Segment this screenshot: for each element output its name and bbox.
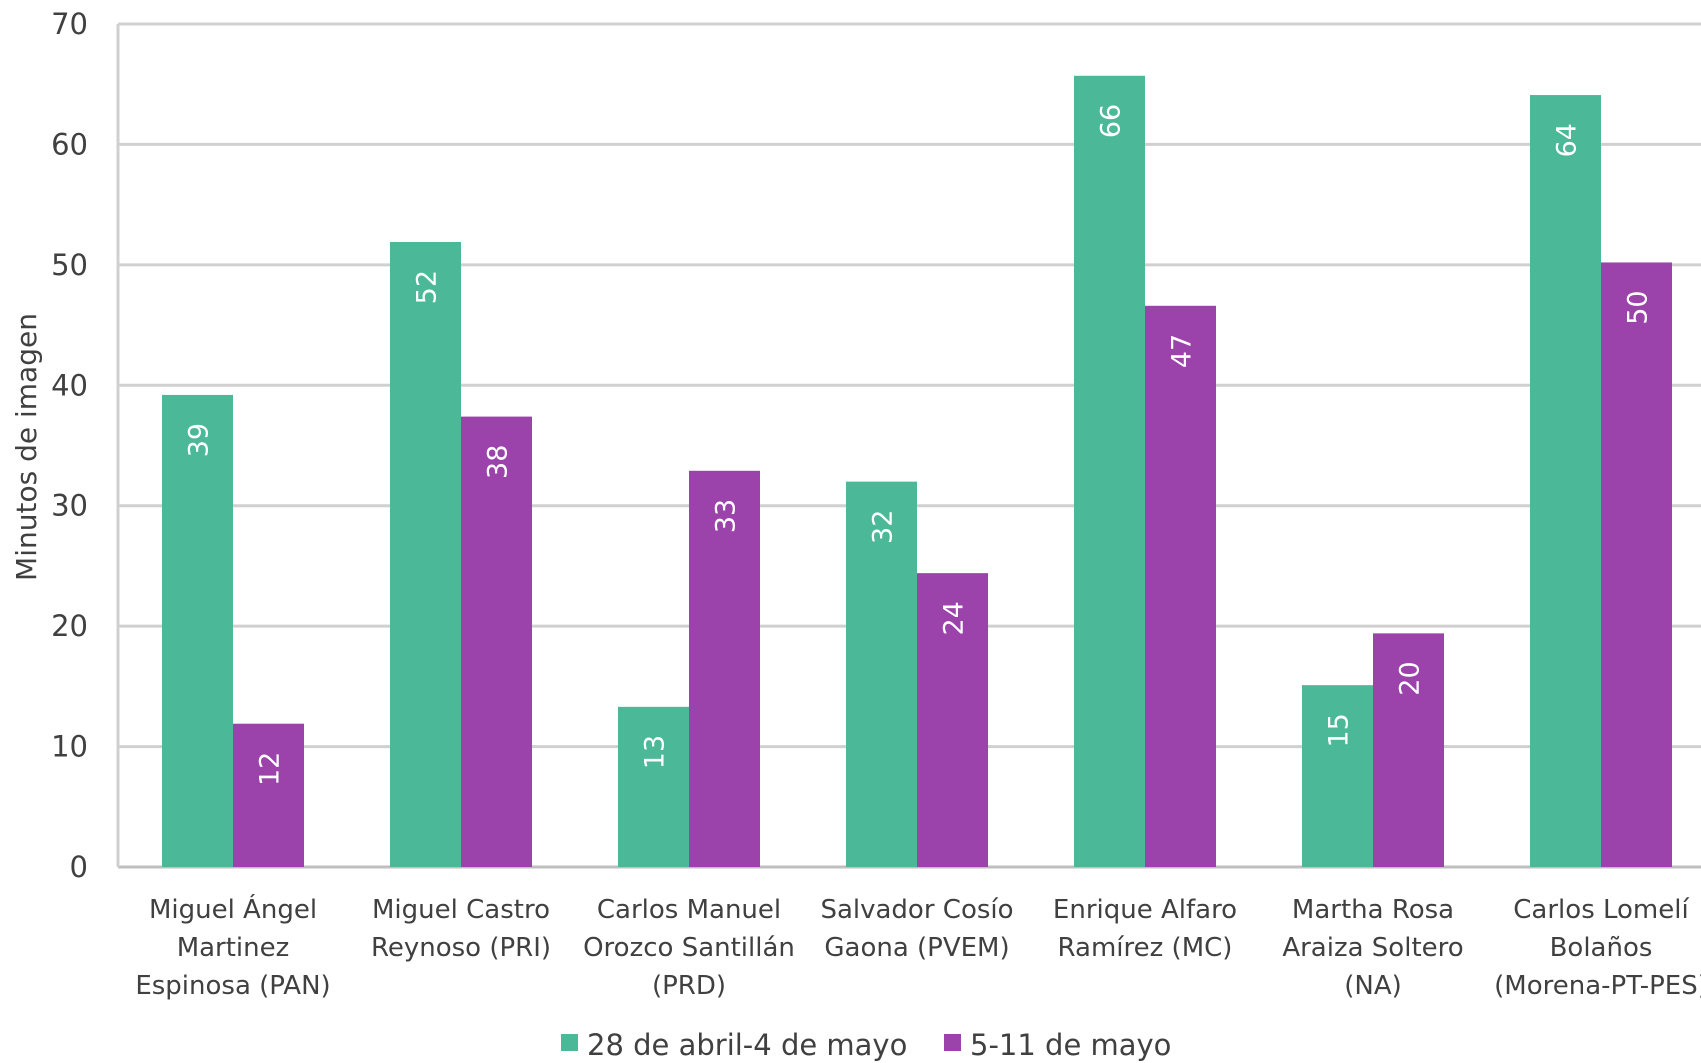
y-axis-ticks: 0 10 20 30 40 50 60 70 <box>51 7 88 884</box>
x-category-label: Salvador Cosío Gaona (PVEM) <box>820 895 1013 963</box>
x-category-label: Carlos Manuel Orozco Santillán (PRD) <box>583 895 795 1001</box>
x-category-label-line: Gaona (PVEM) <box>824 933 1009 963</box>
x-category-label: Miguel Castro Reynoso (PRI) <box>371 895 551 963</box>
y-tick-label: 70 <box>51 7 88 41</box>
data-label: 33 <box>711 499 742 533</box>
bar-series2 <box>461 416 532 867</box>
data-label: 13 <box>640 735 671 769</box>
data-label: 12 <box>255 752 286 786</box>
x-category-label: Martha Rosa Araiza Soltero (NA) <box>1282 895 1463 1001</box>
data-label: 38 <box>483 445 514 479</box>
data-label: 66 <box>1096 104 1127 138</box>
data-label: 52 <box>412 270 443 304</box>
legend-label: 28 de abril-4 de mayo <box>587 1028 907 1062</box>
bar-series2 <box>1373 633 1444 867</box>
data-label: 64 <box>1552 123 1583 157</box>
data-label: 15 <box>1324 713 1355 747</box>
legend-swatch <box>944 1034 961 1051</box>
y-tick-label: 40 <box>51 368 88 402</box>
x-category-label-line: Martinez <box>177 933 290 963</box>
legend: 28 de abril-4 de mayo 5-11 de mayo <box>561 1028 1171 1062</box>
legend-swatch <box>561 1034 578 1051</box>
data-label: 24 <box>939 601 970 635</box>
bar-series2 <box>1145 305 1216 867</box>
x-category-label-line: Ramírez (MC) <box>1058 933 1233 963</box>
bar-series1 <box>846 481 917 867</box>
x-category-label-line: Miguel Castro <box>372 895 550 925</box>
bars: 39 52 13 32 66 15 64 12 38 33 24 47 20 50 <box>162 75 1672 867</box>
y-tick-label: 10 <box>51 730 88 764</box>
bar-series1 <box>1302 685 1373 867</box>
x-category-label-line: Carlos Lomelí <box>1513 895 1689 925</box>
y-tick-label: 60 <box>51 127 88 161</box>
bar-series2 <box>233 723 304 867</box>
x-category-label-line: Salvador Cosío <box>820 895 1013 925</box>
x-category-label-line: (NA) <box>1344 971 1402 1001</box>
bar-series1 <box>162 394 233 867</box>
x-category-label-line: Espinosa (PAN) <box>135 971 330 1001</box>
x-category-label-line: Miguel Ángel <box>149 893 317 925</box>
x-category-label-line: Araiza Soltero <box>1282 933 1463 963</box>
x-category-label-line: Carlos Manuel <box>597 895 781 925</box>
y-tick-label: 50 <box>51 248 88 282</box>
x-category-label-line: Bolaños <box>1550 933 1653 963</box>
bar-series1 <box>1074 75 1145 867</box>
x-category-label-line: Martha Rosa <box>1292 895 1454 925</box>
x-category-label: Miguel Ángel Martinez Espinosa (PAN) <box>135 893 330 1001</box>
bar-series1 <box>390 241 461 867</box>
data-label: 20 <box>1395 661 1426 695</box>
x-category-label-line: Enrique Alfaro <box>1053 895 1237 925</box>
bar-series2 <box>917 573 988 867</box>
bar-series1 <box>1530 95 1601 867</box>
x-category-label-line: Reynoso (PRI) <box>371 933 551 963</box>
data-label: 47 <box>1167 334 1198 368</box>
data-label: 39 <box>184 423 215 457</box>
data-label: 50 <box>1623 290 1654 324</box>
y-tick-label: 30 <box>51 489 88 523</box>
legend-label: 5-11 de mayo <box>970 1028 1171 1062</box>
x-category-label-line: Orozco Santillán <box>583 933 795 963</box>
bar-series2 <box>1601 262 1672 867</box>
x-category-label-line: (Morena-PT-PES) <box>1494 971 1701 1001</box>
x-category-label: Enrique Alfaro Ramírez (MC) <box>1053 895 1237 963</box>
bar-series1 <box>618 706 689 867</box>
y-axis-title: Minutos de imagen <box>10 313 43 581</box>
x-category-label-line: (PRD) <box>652 971 726 1001</box>
data-label: 32 <box>868 510 899 544</box>
x-category-label: Carlos Lomelí Bolaños (Morena-PT-PES) <box>1494 895 1701 1001</box>
x-axis-category-labels: Miguel Ángel Martinez Espinosa (PAN)Miguel… <box>135 893 1701 1001</box>
y-tick-label: 20 <box>51 609 88 643</box>
y-tick-label: 0 <box>70 850 88 884</box>
bar-series2 <box>689 470 760 867</box>
